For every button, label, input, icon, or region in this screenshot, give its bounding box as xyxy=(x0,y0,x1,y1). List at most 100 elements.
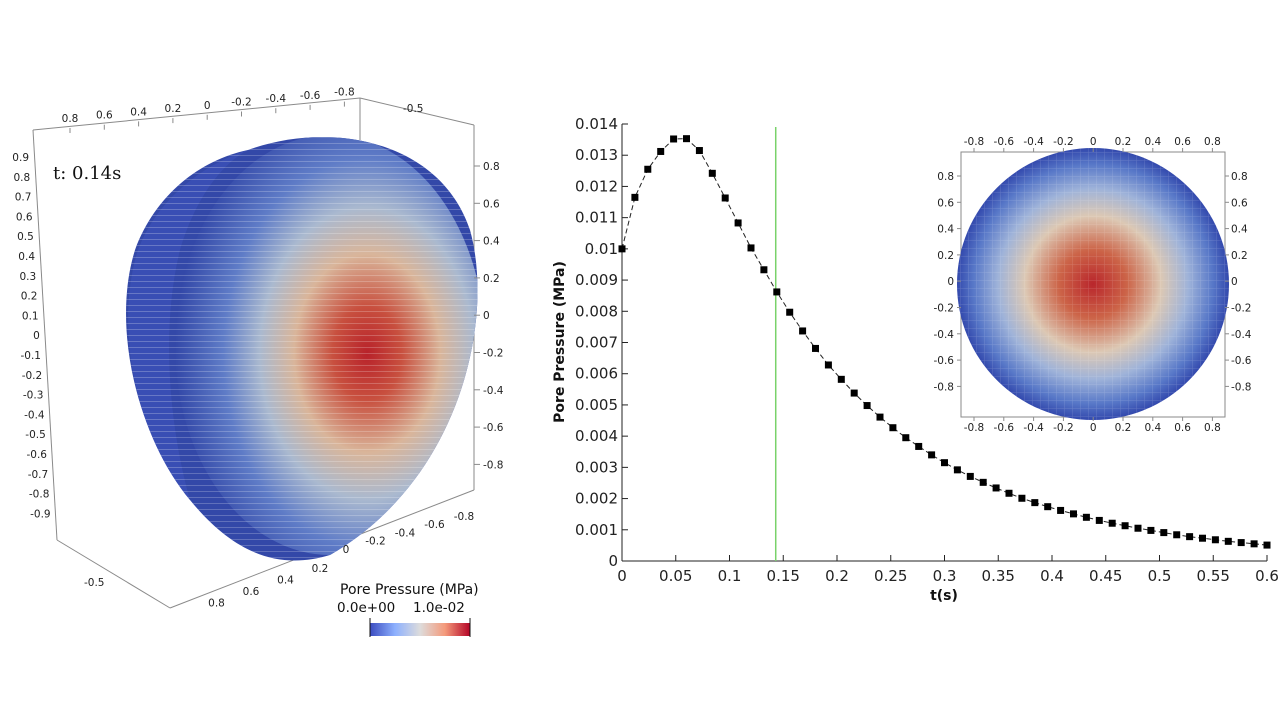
top-axis-tick: 0.6 xyxy=(96,110,113,122)
left-axis-tick: 0.9 xyxy=(12,152,29,164)
inset-top-tick: 0.8 xyxy=(1204,136,1221,148)
pressure-chart: 0 0.001 0.002 0.003 0.004 0.005 0.006 0.007 0.00… xyxy=(552,115,1279,604)
y-tick-label: 0.01 xyxy=(585,240,618,258)
right-axis-tick: -0.6 xyxy=(483,422,504,434)
inset-bottom-tick: 0 xyxy=(1090,422,1097,434)
inset-right-tick: 0.2 xyxy=(1231,250,1248,262)
x-tick-label: 0.15 xyxy=(767,567,800,585)
x-tick-label: 0 xyxy=(617,567,627,585)
inset-bottom-tick: 0.8 xyxy=(1204,422,1221,434)
colorbar-gradient xyxy=(370,623,470,636)
left-axis-tick: 0.3 xyxy=(19,271,36,283)
data-point-marker xyxy=(889,424,897,432)
inset-top-tick: 0 xyxy=(1090,136,1097,148)
top-axis-tick: 0 xyxy=(204,100,211,112)
data-point-marker xyxy=(1070,510,1077,518)
y-tick-label: 0.003 xyxy=(575,458,618,476)
x-tick-label: 0.2 xyxy=(825,567,849,585)
data-point-marker xyxy=(1044,503,1052,511)
colorbar-min-label: 0.0e+00 xyxy=(337,600,395,616)
right-axis-tick: 0.2 xyxy=(483,273,500,285)
data-point-marker xyxy=(644,165,652,173)
data-point-marker xyxy=(760,266,768,274)
colorbar-title: Pore Pressure (MPa) xyxy=(340,582,479,598)
top-axis-ticks: 0.8 0.6 0.4 0.2 0 -0.2 -0.4 -0.6 -0.8 xyxy=(62,87,355,133)
left-axis-tick: 0.4 xyxy=(18,251,35,263)
inset-right-tick: -0.8 xyxy=(1231,381,1252,393)
left-axis-tick: -0.7 xyxy=(28,469,49,481)
inset-right-tick: -0.2 xyxy=(1231,303,1252,315)
bottom-front-ticks: 0.2 0.4 0.6 0.8 xyxy=(208,563,328,610)
left-axis-tick: -0.1 xyxy=(21,350,42,362)
bottom-diagonal-tick: -0.6 xyxy=(424,519,445,531)
top-right-tick: -0.5 xyxy=(403,103,424,115)
left-axis-tick: -0.4 xyxy=(24,409,45,421)
data-point-marker xyxy=(657,147,665,155)
inset-left-tick: 0.4 xyxy=(937,224,954,236)
inset-left-tick: -0.6 xyxy=(934,355,955,367)
y-tick-label: 0.014 xyxy=(575,115,618,133)
data-point-marker xyxy=(747,244,755,252)
data-point-marker xyxy=(966,472,974,480)
data-point-marker xyxy=(1211,536,1219,544)
top-axis-tick: -0.2 xyxy=(231,97,252,109)
left-axis-ticks: 0.9 0.8 0.7 0.6 0.5 0.4 0.3 0.2 0.1 0 -0.1 -0.2 -0.3… xyxy=(12,152,50,520)
top-axis-tick: 0.4 xyxy=(130,106,147,118)
left-axis-tick: -0.3 xyxy=(23,390,44,402)
data-point-marker xyxy=(824,361,832,369)
data-point-marker xyxy=(734,219,742,227)
right-axis-tick: -0.2 xyxy=(483,348,504,360)
top-axis-tick: -0.4 xyxy=(266,93,287,105)
left-axis-tick: -0.6 xyxy=(27,449,48,461)
data-point-marker xyxy=(928,451,936,459)
chart-y-ticks: 0 0.001 0.002 0.003 0.004 0.005 0.006 0.007 0.00… xyxy=(575,115,628,570)
inset-top-tick: -0.2 xyxy=(1053,136,1074,148)
bottom-diagonal-ticks: -0.8 -0.6 -0.4 -0.2 0 xyxy=(343,511,475,556)
data-point-marker xyxy=(1018,494,1026,502)
inset-right-ticks: 0.8 0.6 0.4 0.2 0 -0.2 -0.4 -0.6 -0.8 xyxy=(1225,171,1252,393)
data-point-marker xyxy=(1082,513,1090,521)
data-point-marker xyxy=(683,135,690,143)
inset-bottom-tick: -0.2 xyxy=(1053,422,1074,434)
bottom-front-tick: 0.4 xyxy=(277,575,294,587)
left-axis-tick: 0.8 xyxy=(13,172,30,184)
y-tick-label: 0.007 xyxy=(575,334,618,352)
inset-right-tick: 0.4 xyxy=(1231,224,1248,236)
y-tick-label: 0.012 xyxy=(575,177,618,195)
data-point-marker xyxy=(1224,537,1232,545)
data-point-marker xyxy=(708,169,716,177)
data-point-marker xyxy=(721,194,729,202)
series-line xyxy=(621,138,1268,546)
data-point-marker xyxy=(915,442,923,450)
right-axis-tick: 0.8 xyxy=(483,161,500,173)
inset-bottom-tick: -0.4 xyxy=(1023,422,1044,434)
y-tick-label: 0.013 xyxy=(575,146,618,164)
series-markers xyxy=(618,135,1271,549)
data-point-marker xyxy=(979,478,987,486)
inset-left-tick: 0.2 xyxy=(937,250,954,262)
data-point-marker xyxy=(876,413,884,421)
x-tick-label: 0.25 xyxy=(874,567,907,585)
left-axis-tick: -0.9 xyxy=(30,508,51,520)
data-point-marker xyxy=(1263,541,1271,549)
inset-top-tick: 0.6 xyxy=(1174,136,1191,148)
x-tick-label: 0.45 xyxy=(1089,567,1122,585)
data-point-marker xyxy=(1005,489,1013,497)
inset-right-tick: 0 xyxy=(1231,276,1238,288)
data-point-marker xyxy=(902,434,910,442)
bottom-front-tick: 0.2 xyxy=(312,563,329,575)
left-axis-tick: 0.7 xyxy=(15,192,32,204)
inset-top-tick: -0.8 xyxy=(964,136,985,148)
inset-top-tick: 0.4 xyxy=(1144,136,1161,148)
inset-view: -0.8 -0.6 -0.4 -0.2 0 0.2 0.4 0.6 0.8 -0.8 -0.6 -0… xyxy=(934,136,1252,434)
right-axis-tick: -0.8 xyxy=(483,459,504,471)
inset-bottom-tick: 0.2 xyxy=(1115,422,1132,434)
inset-left-tick: 0.8 xyxy=(937,171,954,183)
bottom-front-tick: 0.6 xyxy=(243,586,260,598)
right-axis-ticks: 0.8 0.6 0.4 0.2 0 -0.2 -0.4 -0.6 -0.8 xyxy=(474,161,504,471)
y-tick-label: 0.004 xyxy=(575,427,618,445)
right-axis-tick: 0 xyxy=(483,310,490,322)
x-tick-label: 0.4 xyxy=(1040,567,1064,585)
inset-right-tick: 0.6 xyxy=(1231,197,1248,209)
